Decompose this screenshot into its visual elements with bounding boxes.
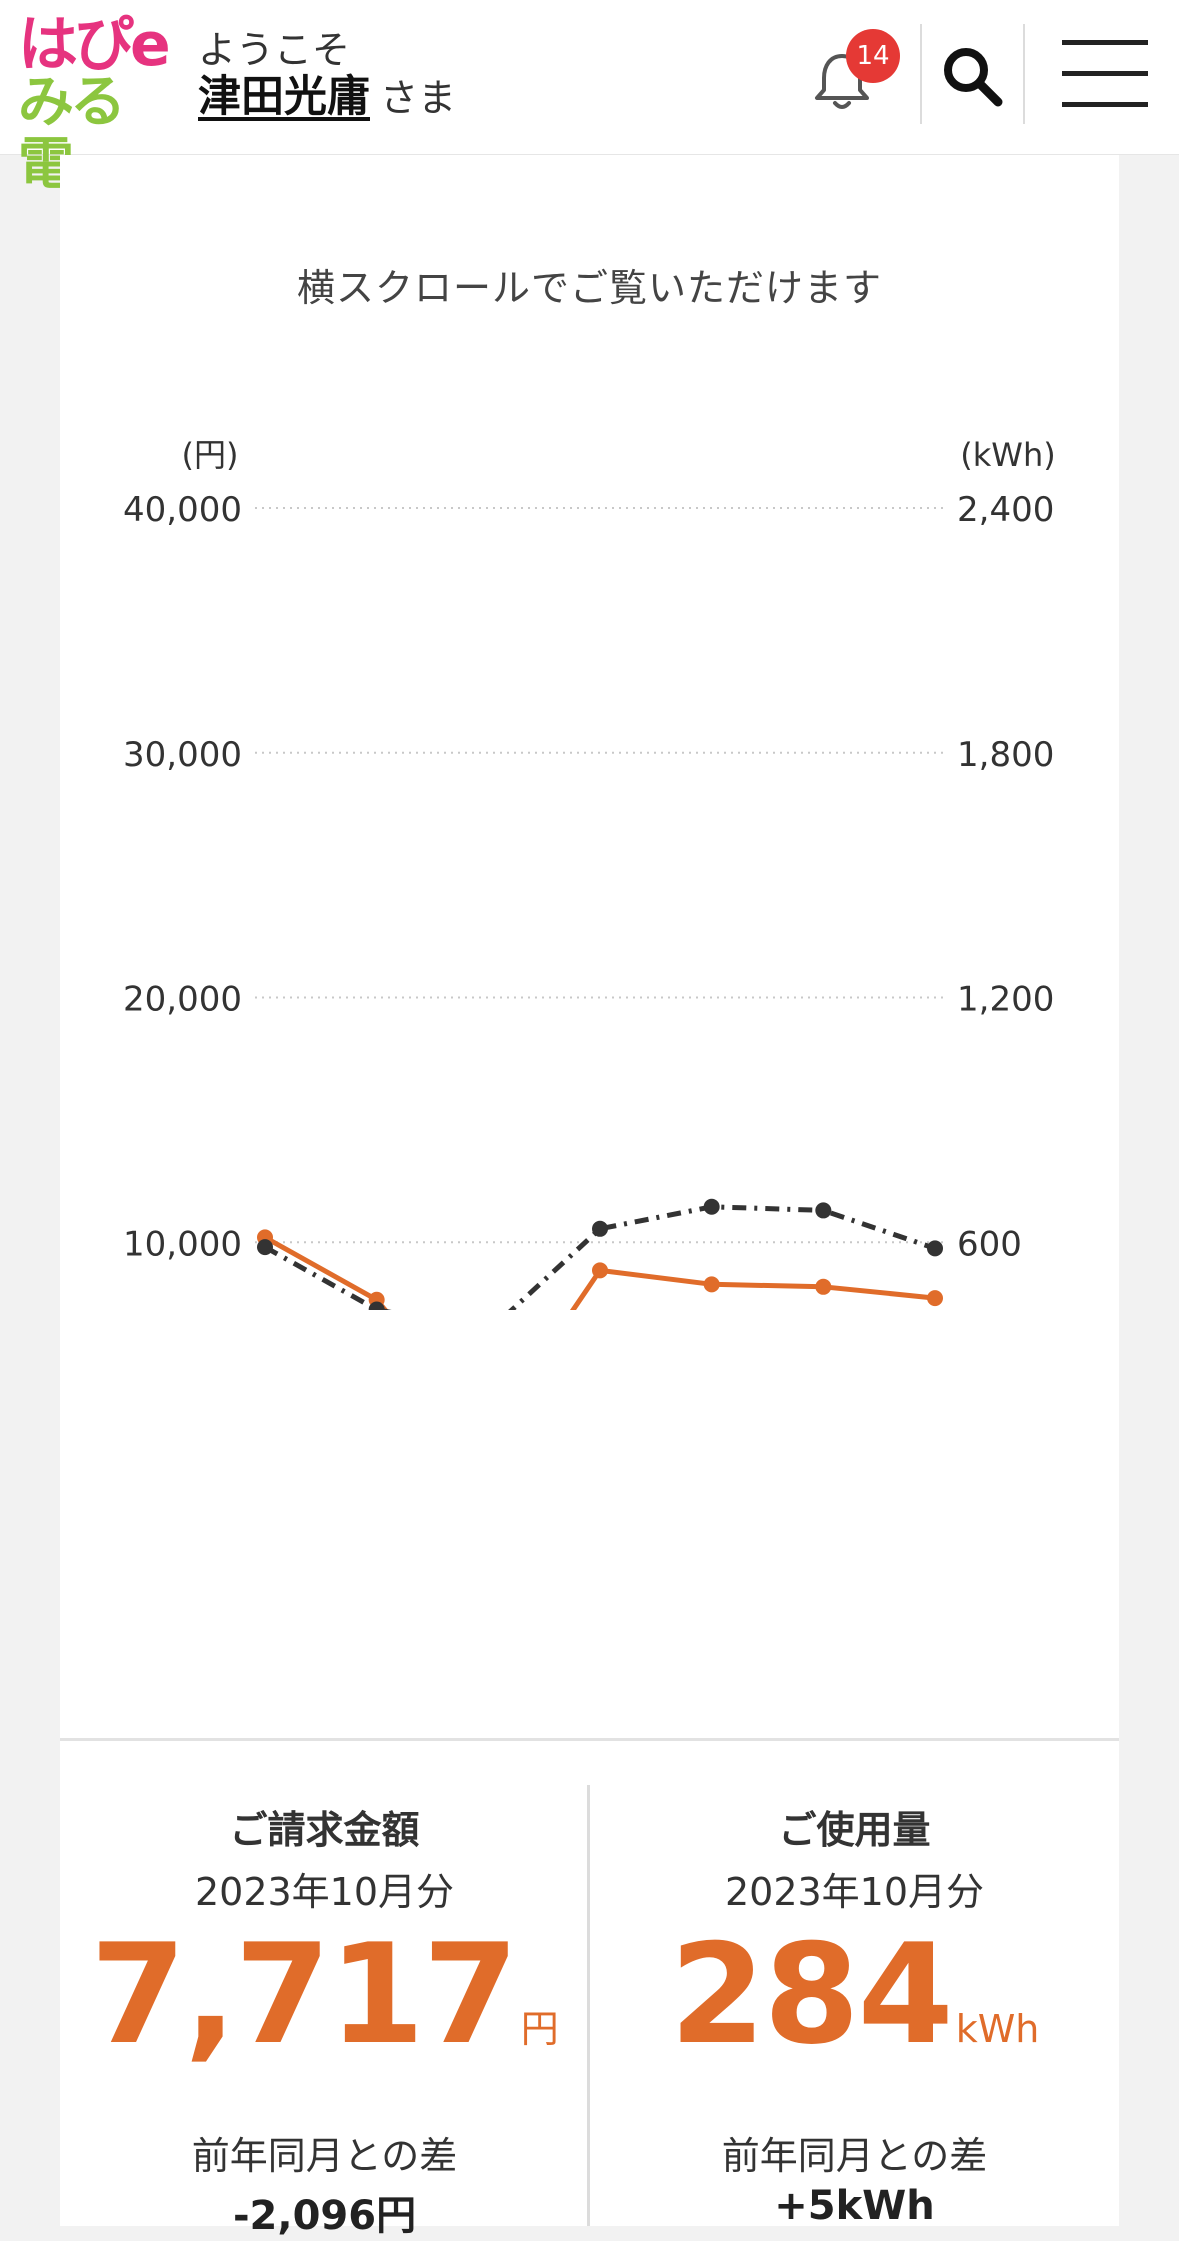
- usage-value-row: 284 kWh: [590, 1915, 1119, 2075]
- hamburger-menu-icon[interactable]: [1062, 38, 1148, 110]
- current-charge-point[interactable]: [703, 1276, 720, 1293]
- right-tick-label: 1,800: [957, 735, 1054, 775]
- summary-panel: ご請求金額 2023年10月分 7,717 円 前年同月との差 -2,096円 ご…: [60, 1785, 1119, 2239]
- username-row: 津田光庸 さま: [198, 72, 456, 131]
- bill-value-row: 7,717 円: [60, 1915, 589, 2075]
- usage-unit: kWh: [955, 2007, 1040, 2051]
- usage-diff-label: 前年同月との差: [721, 2134, 988, 2178]
- previous-year-charge-point[interactable]: [257, 1239, 273, 1256]
- bill-title: ご請求金額: [229, 1808, 420, 1852]
- summary-separator: [587, 1785, 590, 2226]
- logo-line1: はぴe: [18, 10, 171, 80]
- right-tick-label: 600: [957, 1224, 1022, 1264]
- card-divider: [60, 1738, 1119, 1741]
- notification-badge: 14: [846, 29, 900, 83]
- header-divider: [1023, 24, 1025, 124]
- usage-amount: 284: [669, 1914, 954, 2075]
- usage-diff-value: +5kWh: [774, 2183, 935, 2229]
- bill-diff-label: 前年同月との差: [191, 2134, 458, 2178]
- left-tick-label: 40,000: [123, 490, 242, 530]
- welcome-text: ようこそ: [198, 28, 351, 72]
- bill-amount: 7,717: [90, 1914, 519, 2075]
- usage-period: 2023年10月分: [724, 1870, 985, 1914]
- left-axis-unit: (円): [182, 436, 239, 474]
- search-icon[interactable]: [940, 44, 1006, 110]
- current-charge-point[interactable]: [592, 1262, 608, 1279]
- username-link[interactable]: 津田光庸: [198, 72, 370, 122]
- right-axis-unit: (kWh): [960, 436, 1055, 474]
- bill-unit: 円: [520, 2007, 559, 2051]
- usage-chart[interactable]: 0010,00060020,0001,20030,0001,80040,0002…: [60, 410, 1119, 1562]
- right-tick-label: 2,400: [957, 490, 1054, 530]
- app-header: はぴe みる電 ようこそ 津田光庸 さま 14: [0, 0, 1179, 196]
- scroll-hint: 横スクロールでご覧いただけます: [296, 266, 882, 310]
- hapie-logo[interactable]: はぴe みる電: [18, 10, 171, 196]
- right-tick-label: 1,200: [957, 980, 1054, 1020]
- current-charge-point[interactable]: [815, 1278, 832, 1295]
- previous-year-charge-point[interactable]: [927, 1240, 943, 1257]
- header-divider: [920, 24, 922, 124]
- bill-period: 2023年10月分: [194, 1870, 455, 1914]
- current-charge-point[interactable]: [927, 1290, 943, 1307]
- left-tick-label: 30,000: [123, 735, 242, 775]
- bill-summary: ご請求金額 2023年10月分 7,717 円 前年同月との差 -2,096円: [60, 1785, 589, 2239]
- usage-summary: ご使用量 2023年10月分 284 kWh 前年同月との差 +5kWh: [590, 1785, 1119, 2229]
- previous-year-charge-point[interactable]: [815, 1202, 832, 1219]
- left-tick-label: 10,000: [123, 1224, 242, 1264]
- previous-year-charge-point[interactable]: [703, 1198, 720, 1215]
- usage-card: 横スクロールでご覧いただけます 0010,00060020,0001,20030…: [60, 155, 1119, 2239]
- left-tick-label: 20,000: [123, 980, 242, 1020]
- honorific: さま: [380, 76, 457, 120]
- previous-year-charge-point[interactable]: [592, 1220, 608, 1237]
- usage-title: ご使用量: [778, 1808, 931, 1852]
- bill-diff-value: -2,096円: [232, 2193, 417, 2239]
